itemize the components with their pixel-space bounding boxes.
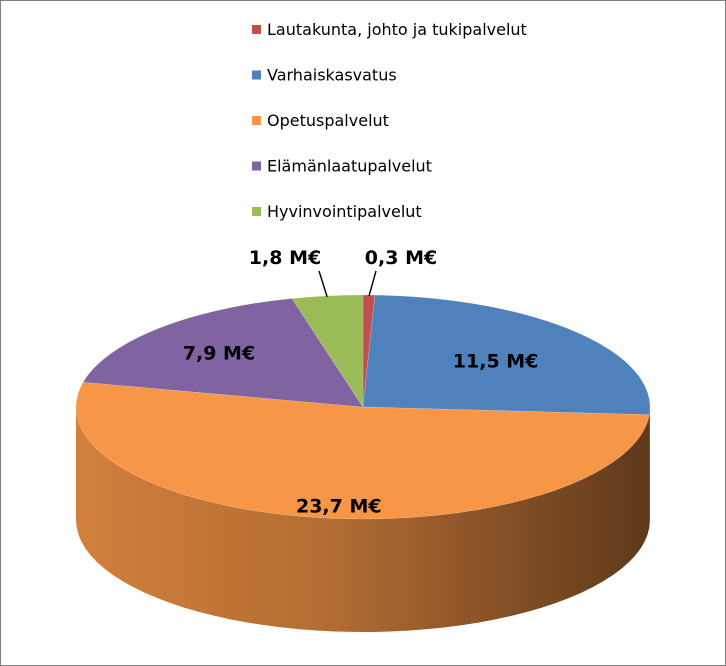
legend-swatch-hyvinvointipalvelut (252, 207, 261, 216)
legend-label-opetuspalvelut: Opetuspalvelut (267, 111, 389, 130)
legend-label-lautakunta: Lautakunta, johto ja tukipalvelut (267, 20, 527, 39)
data-label-hyvinvointipalvelut: 1,8 M€ (249, 247, 321, 269)
data-label-lautakunta: 0,3 M€ (365, 247, 437, 269)
leader-lines (318, 270, 377, 298)
slice-side-varhaiskasvatus (649, 407, 650, 528)
data-labels: 0,3 M€ 11,5 M€ 23,7 M€ 7,9 M€ 1,8 M€ (183, 247, 539, 518)
slice-varhaiskasvatus (362, 294, 651, 416)
legend-swatch-opetuspalvelut (252, 116, 261, 125)
legend: Lautakunta, johto ja tukipalvelut Varhais… (252, 20, 527, 221)
legend-swatch-lautakunta (252, 25, 261, 34)
data-label-varhaiskasvatus: 11,5 M€ (453, 351, 539, 373)
leader-line-lautakunta (368, 270, 377, 297)
pie-slices (75, 294, 651, 520)
slice-side-opetuspalvelut (76, 407, 650, 632)
legend-swatch-elamanlaatupalvelut (252, 161, 261, 171)
slice-opetuspalvelut (75, 381, 650, 520)
legend-label-hyvinvointipalvelut: Hyvinvointipalvelut (267, 202, 422, 221)
legend-label-varhaiskasvatus: Varhaiskasvatus (267, 66, 397, 85)
leader-line-hyvinvointipalvelut (318, 270, 328, 298)
legend-label-elamanlaatupalvelut: Elämänlaatupalvelut (267, 157, 432, 176)
pie-depth (76, 407, 650, 632)
legend-swatch-varhaiskasvatus (252, 70, 261, 80)
data-label-elamanlaatupalvelut: 7,9 M€ (183, 342, 255, 364)
data-label-opetuspalvelut: 23,7 M€ (296, 496, 382, 518)
slice-elamanlaatupalvelut (82, 298, 364, 408)
